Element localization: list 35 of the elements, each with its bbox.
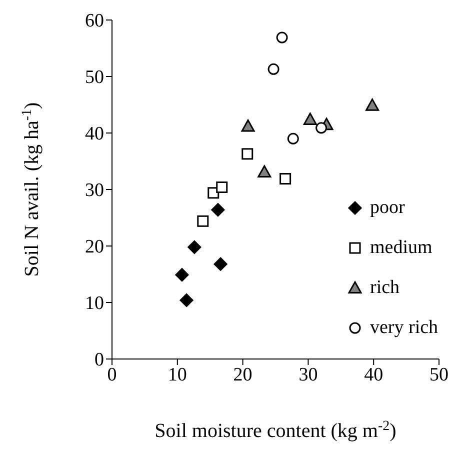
y-tick-label: 20 bbox=[85, 236, 104, 258]
point bbox=[188, 240, 202, 254]
x-axis-title: Soil moisture content (kg m$^{-2}$) bbox=[154, 418, 396, 442]
point bbox=[280, 173, 292, 185]
point bbox=[276, 32, 288, 44]
y-tick-label: 40 bbox=[85, 124, 104, 145]
point bbox=[211, 203, 225, 217]
y-tick-label: 0 bbox=[94, 350, 104, 371]
point bbox=[197, 215, 209, 227]
point bbox=[366, 98, 380, 111]
point bbox=[216, 181, 228, 193]
x-tick-label: 10 bbox=[168, 364, 187, 386]
point bbox=[175, 268, 189, 282]
point bbox=[214, 257, 228, 271]
point bbox=[303, 112, 317, 125]
point bbox=[316, 122, 328, 134]
point bbox=[180, 293, 194, 307]
legend-label: medium bbox=[370, 237, 432, 259]
y-tick-label: 60 bbox=[85, 10, 104, 32]
point bbox=[242, 148, 254, 160]
legend-label: rich bbox=[370, 277, 400, 299]
legend-label: very rich bbox=[370, 317, 438, 339]
y-tick-label: 50 bbox=[85, 67, 104, 88]
x-tick-label: 0 bbox=[107, 364, 117, 386]
y-tick-label: 30 bbox=[85, 180, 104, 202]
x-tick-label: 40 bbox=[364, 364, 384, 386]
x-tick-label: 30 bbox=[298, 364, 318, 386]
x-tick-label: 50 bbox=[430, 364, 448, 386]
x-tick-label: 20 bbox=[233, 364, 252, 386]
y-tick-label: 10 bbox=[85, 293, 104, 314]
point bbox=[268, 63, 280, 75]
point bbox=[241, 119, 255, 132]
point bbox=[287, 132, 299, 144]
legend-label: poor bbox=[370, 197, 405, 219]
point bbox=[258, 165, 272, 178]
